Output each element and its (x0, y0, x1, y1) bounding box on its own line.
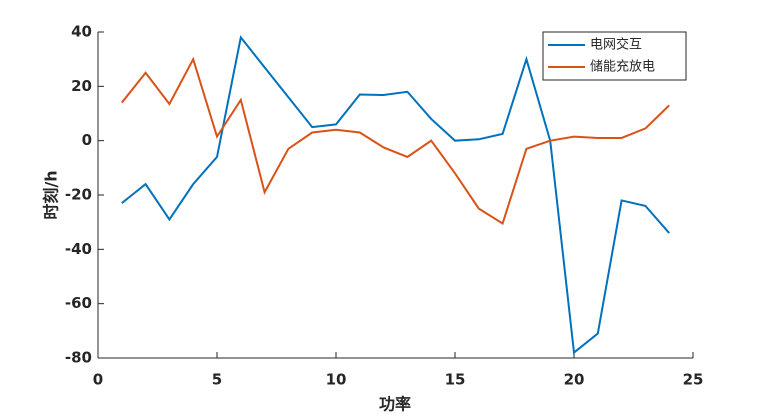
x-tick-label: 25 (683, 371, 704, 389)
y-tick-label: 20 (71, 77, 92, 95)
y-tick-label: -40 (65, 240, 92, 258)
x-tick-label: 5 (212, 371, 222, 389)
y-tick-label: 40 (71, 23, 92, 41)
x-tick-label: 0 (93, 371, 103, 389)
y-tick-label: -80 (65, 349, 92, 367)
y-tick-label: 0 (82, 131, 92, 149)
legend-label: 电网交互 (590, 37, 642, 53)
x-tick-label: 20 (564, 371, 585, 389)
x-tick-label: 10 (326, 371, 347, 389)
series-line (121, 56, 670, 226)
x-axis-label: 功率 (379, 395, 411, 414)
series-line (121, 35, 670, 355)
y-tick-label: -60 (65, 294, 92, 312)
legend-box (542, 31, 687, 81)
y-tick-label: -20 (65, 186, 92, 204)
y-axis-label: 时刻/h (42, 170, 61, 219)
legend-label: 储能充放电 (590, 59, 655, 75)
x-tick-label: 15 (445, 371, 466, 389)
